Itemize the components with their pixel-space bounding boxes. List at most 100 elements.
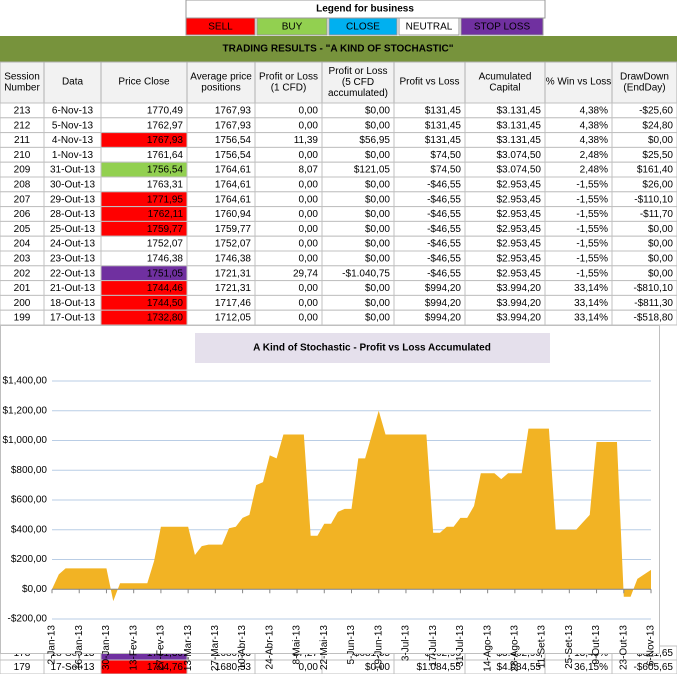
cell-text: $74,50 <box>430 165 461 176</box>
cell-text: $0,00 <box>365 150 390 161</box>
cell-text: 211 <box>14 135 30 146</box>
cell-text: 1771,95 <box>147 194 184 205</box>
cell-text: -$518,80 <box>634 313 674 324</box>
cell-text: 1767,93 <box>215 120 252 131</box>
cell-text: $2.953,45 <box>497 180 542 191</box>
cell-text: 204 <box>14 239 31 250</box>
x-tick-label: 27-Mar-13 <box>210 625 221 672</box>
y-tick-label: $200,00 <box>11 554 48 565</box>
cell-text: -$46,55 <box>427 209 461 220</box>
cell-text: 25-Out-13 <box>50 224 95 235</box>
cell-text: 0,00 <box>299 239 319 250</box>
x-tick-label: 10-Abr-13 <box>237 625 248 670</box>
cell-text: $0,00 <box>365 283 390 294</box>
legend-swatch <box>185 17 256 36</box>
cell-text: 1770,49 <box>147 106 184 117</box>
x-tick-label: 30-Jan-13 <box>101 625 112 670</box>
cell-text: 0,00 <box>299 150 319 161</box>
cell-text: 1761,64 <box>147 150 184 161</box>
cell-text: 0,00 <box>299 313 319 324</box>
cell-text: $131,45 <box>425 135 462 146</box>
cell-text: 33,14% <box>574 283 608 294</box>
x-tick-label: 27-Fev-13 <box>156 625 167 671</box>
cell-text: 31-Out-13 <box>50 165 95 176</box>
area <box>52 410 651 602</box>
cell-text: $0,00 <box>648 268 673 279</box>
cell-text: 1762,11 <box>148 209 184 220</box>
legend-title: Legend for business <box>316 4 414 15</box>
cell-text: 212 <box>14 120 31 131</box>
x-tick-label: 3-Jul-13 <box>401 625 412 662</box>
x-tick-label: 24-Abr-13 <box>264 625 275 670</box>
cell-text: 201 <box>14 283 31 294</box>
cell-text: 210 <box>14 150 31 161</box>
cell-text: 29,74 <box>293 268 318 279</box>
column-header: Profit or Loss (5 CFD accumulated) <box>328 66 388 99</box>
cell-text: -1,55% <box>576 224 608 235</box>
cell-text: -$1.040,75 <box>342 268 390 279</box>
cell-text: 4,38% <box>580 135 608 146</box>
cell-text: $0,00 <box>365 209 390 220</box>
y-tick-label: $400,00 <box>11 524 48 535</box>
cell-text: $2.953,45 <box>497 254 542 265</box>
cell-text: 29-Out-13 <box>50 194 95 205</box>
cell-text: $74,50 <box>430 150 461 161</box>
cell-text: 33,14% <box>574 313 608 324</box>
cell-text: $24,80 <box>642 120 673 131</box>
cell-text: -$46,55 <box>427 254 461 265</box>
header-cell <box>611 61 677 104</box>
cell-text: 4,38% <box>580 120 608 131</box>
cell-text: 1763,31 <box>147 180 184 191</box>
cell-text: -1,55% <box>576 180 608 191</box>
cell-text: $3.131,45 <box>497 106 542 117</box>
cell-text: 1767,93 <box>215 106 252 117</box>
cell-text: -$46,55 <box>427 194 461 205</box>
cell-text: 1764,61 <box>215 194 252 205</box>
cell-text: -1,55% <box>576 254 608 265</box>
cell-text: 1746,38 <box>147 254 184 265</box>
legend-label: CLOSE <box>346 22 380 33</box>
cell-text: $131,45 <box>425 120 462 131</box>
cell-text: 2,48% <box>580 150 608 161</box>
cell-text: 36,15% <box>574 662 608 673</box>
legend-label: BUY <box>282 22 303 33</box>
cell-text: 208 <box>14 180 31 191</box>
cell-text: $3.131,45 <box>497 135 542 146</box>
cell-text: -$605,65 <box>634 662 674 673</box>
cell-text: 0,00 <box>299 209 319 220</box>
cell-text: $994,20 <box>425 298 462 309</box>
cell-text: 1680,53 <box>215 662 252 673</box>
cell-text: -$46,55 <box>427 224 461 235</box>
cell-text: 33,14% <box>574 298 608 309</box>
cell-text: -$25,60 <box>639 106 673 117</box>
cell-text: 207 <box>14 194 31 205</box>
cell-text: $994,20 <box>425 283 462 294</box>
cell-text: $26,00 <box>642 180 673 191</box>
x-tick-label: 14-Ago-13 <box>482 625 493 672</box>
y-tick-label: $800,00 <box>11 465 48 476</box>
cell-text: $0,00 <box>648 135 673 146</box>
y-tick-label: $1,000,00 <box>3 435 48 446</box>
cell-text: $3.131,45 <box>497 120 542 131</box>
x-tick-label: 9-Out-13 <box>591 625 602 665</box>
cell-text: $25,50 <box>642 150 673 161</box>
cell-text: 0,00 <box>299 298 319 309</box>
cell-text: 206 <box>14 209 31 220</box>
cell-text: $2.953,45 <box>497 194 542 205</box>
legend-swatch <box>398 17 460 36</box>
cell-text: 1712,05 <box>215 313 252 324</box>
header-cell <box>544 61 613 104</box>
cell-text: 209 <box>14 165 31 176</box>
x-tick-label: 13-Fev-13 <box>128 625 139 671</box>
cell-text: 17-Out-13 <box>50 313 95 324</box>
cell-text: -1,55% <box>576 209 608 220</box>
cell-text: 5-Nov-13 <box>52 120 94 131</box>
legend-label: SELL <box>208 22 233 33</box>
cell-text: -$810,10 <box>634 283 674 294</box>
cell-text: 0,00 <box>299 106 319 117</box>
cell-text: 18-Out-13 <box>50 298 95 309</box>
legend-label: STOP LOSS <box>474 22 531 33</box>
cell-text: 179 <box>14 662 31 673</box>
cell-text: 30-Out-13 <box>50 180 95 191</box>
cell-text: 11,39 <box>294 135 319 146</box>
